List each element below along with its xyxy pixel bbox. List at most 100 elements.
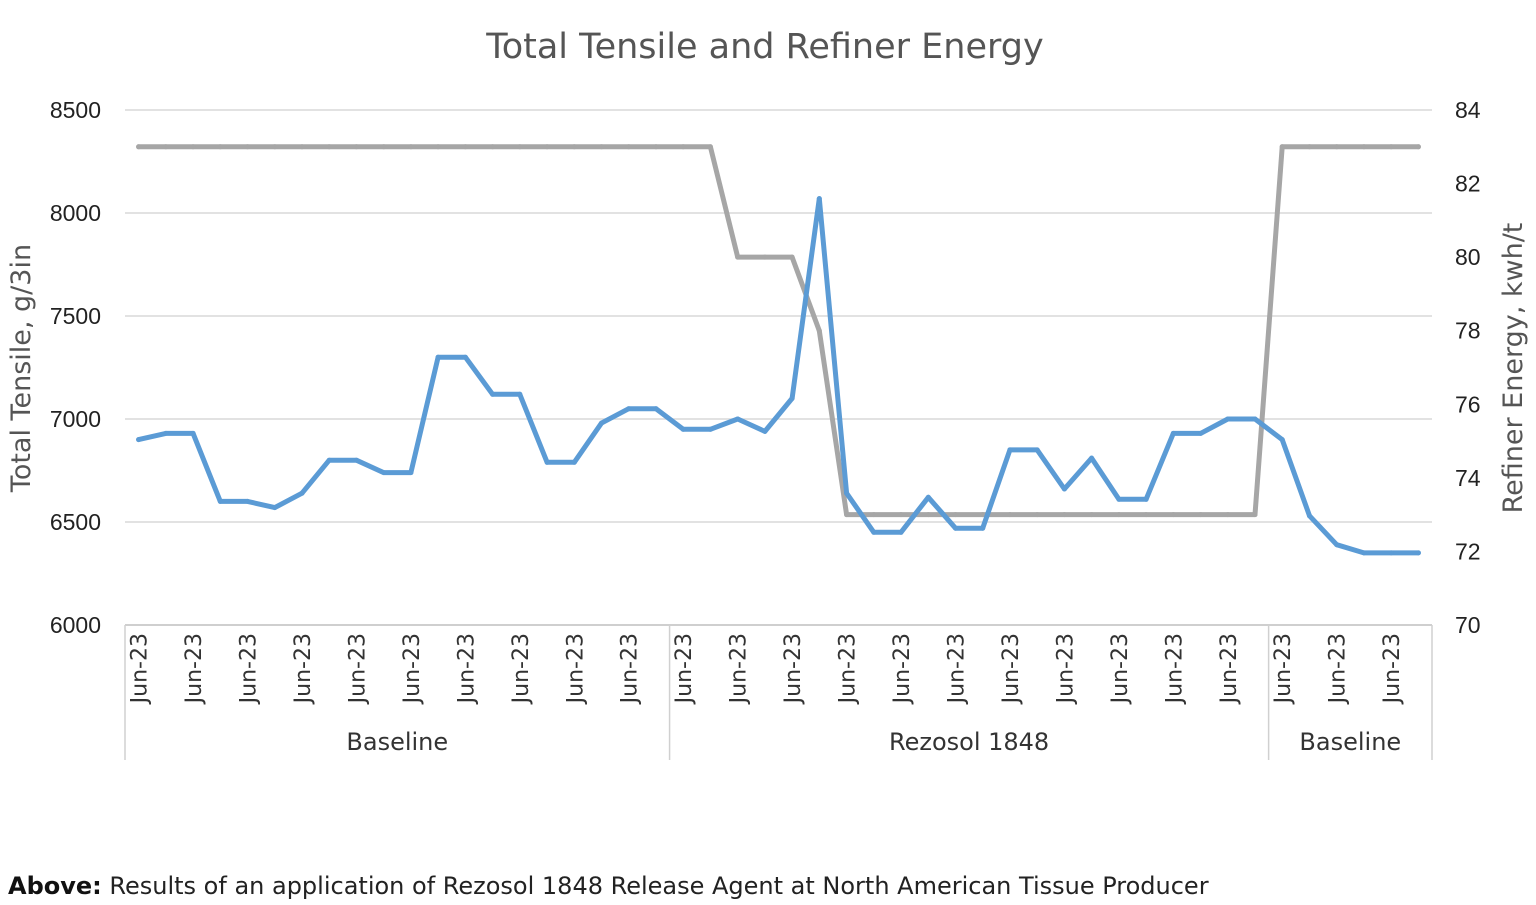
right-axis-ticks: 70 72 74 76 78 80 82 84 [1455, 97, 1481, 638]
caption: Above: Results of an application of Rezo… [8, 872, 1209, 900]
refiner-energy-point [354, 144, 359, 149]
total-tensile-point [327, 458, 332, 463]
refiner-energy-point [436, 144, 441, 149]
gridlines [125, 110, 1432, 625]
total-tensile-point [1361, 550, 1366, 555]
y2-tick-label: 82 [1455, 171, 1481, 197]
y2-axis-label: Refiner Energy, kwh/t [1498, 223, 1529, 514]
refiner-energy-point [1116, 512, 1121, 517]
refiner-energy-point [1416, 144, 1421, 149]
total-tensile-point [681, 427, 686, 432]
x-tick-label: Jun-23 [454, 633, 479, 705]
y-axis-label: Total Tensile, g/3in [6, 244, 37, 493]
x-tick-label: Jun-23 [1053, 633, 1078, 705]
refiner-energy-point [191, 144, 196, 149]
y2-tick-label: 70 [1455, 612, 1481, 638]
total-tensile-point [490, 392, 495, 397]
y2-tick-label: 72 [1455, 538, 1481, 564]
x-tick-label: Jun-23 [237, 633, 262, 705]
total-tensile-point [1225, 417, 1230, 422]
total-tensile-point [136, 437, 141, 442]
refiner-energy-point [1361, 144, 1366, 149]
refiner-energy-point [218, 144, 223, 149]
x-tick-label: Jun-23 [781, 633, 806, 705]
refiner-energy-point [599, 144, 604, 149]
x-tick-label: Jun-23 [618, 633, 643, 705]
x-tick-label: Jun-23 [836, 633, 861, 705]
y2-tick-label: 74 [1455, 465, 1481, 491]
refiner-energy-point [300, 144, 305, 149]
total-tensile-point [572, 460, 577, 465]
total-tensile-point [708, 427, 713, 432]
x-tick-label: Jun-23 [563, 633, 588, 705]
chart: Total Tensile and Refiner Energy 6000 650… [0, 0, 1536, 860]
x-tick-label: Jun-23 [345, 633, 370, 705]
total-tensile-point [762, 429, 767, 434]
refiner-energy-point [708, 144, 713, 149]
refiner-energy-point [245, 144, 250, 149]
refiner-energy-point [1253, 512, 1258, 517]
total-tensile-point [245, 499, 250, 504]
total-tensile-point [899, 530, 904, 535]
refiner-energy-point [926, 512, 931, 517]
refiner-energy-point [1307, 144, 1312, 149]
total-tensile-point [654, 406, 659, 411]
refiner-energy-point [654, 144, 659, 149]
x-tick-label: Jun-23 [1380, 633, 1405, 705]
x-tick-label: Jun-23 [727, 633, 752, 705]
chart-title: Total Tensile and Refiner Energy [485, 27, 1043, 67]
caption-text: Results of an application of Rezosol 184… [102, 872, 1209, 900]
total-tensile-point [218, 499, 223, 504]
refiner-energy-point [1089, 512, 1094, 517]
refiner-energy-point [163, 144, 168, 149]
total-tensile-point [354, 458, 359, 463]
total-tensile-line [139, 199, 1419, 553]
refiner-energy-point [327, 144, 332, 149]
refiner-energy-point [844, 512, 849, 517]
series-lines [136, 144, 1421, 555]
x-tick-label: Jun-23 [400, 633, 425, 705]
total-tensile-point [408, 470, 413, 475]
refiner-energy-point [381, 144, 386, 149]
total-tensile-point [1334, 542, 1339, 547]
refiner-energy-point [408, 144, 413, 149]
refiner-energy-point [681, 144, 686, 149]
refiner-energy-point [790, 255, 795, 260]
total-tensile-point [871, 530, 876, 535]
total-tensile-point [1116, 497, 1121, 502]
group-label: Baseline [1299, 728, 1401, 756]
total-tensile-point [163, 431, 168, 436]
x-axis: Jun-23 Jun-23 Jun-23 Jun-23 Jun-23 Jun-23 Jun-… [125, 625, 1432, 760]
x-tick-label: Jun-23 [1162, 633, 1187, 705]
total-tensile-point [735, 417, 740, 422]
refiner-energy-point [899, 512, 904, 517]
x-tick-label: Jun-23 [944, 633, 969, 705]
total-tensile-point [953, 526, 958, 531]
x-tick-label: Jun-23 [128, 633, 153, 705]
refiner-energy-point [626, 144, 631, 149]
refiner-energy-point [1389, 144, 1394, 149]
total-tensile-point [1198, 431, 1203, 436]
x-tick-label: Jun-23 [672, 633, 697, 705]
total-tensile-point [517, 392, 522, 397]
total-tensile-point [626, 406, 631, 411]
refiner-energy-point [517, 144, 522, 149]
total-tensile-point [463, 355, 468, 360]
refiner-energy-point [1062, 512, 1067, 517]
y2-tick-label: 80 [1455, 244, 1481, 270]
total-tensile-point [1007, 447, 1012, 452]
x-tick-label: Jun-23 [509, 633, 534, 705]
y-tick-label: 7500 [50, 303, 101, 329]
total-tensile-point [790, 396, 795, 401]
refiner-energy-point [953, 512, 958, 517]
caption-lead: Above: [8, 872, 102, 900]
total-tensile-point [1171, 431, 1176, 436]
refiner-energy-point [1334, 144, 1339, 149]
refiner-energy-point [136, 144, 141, 149]
refiner-energy-point [817, 328, 822, 333]
y2-tick-label: 78 [1455, 318, 1481, 344]
refiner-energy-point [871, 512, 876, 517]
total-tensile-point [1280, 437, 1285, 442]
refiner-energy-point [1171, 512, 1176, 517]
total-tensile-point [1307, 513, 1312, 518]
